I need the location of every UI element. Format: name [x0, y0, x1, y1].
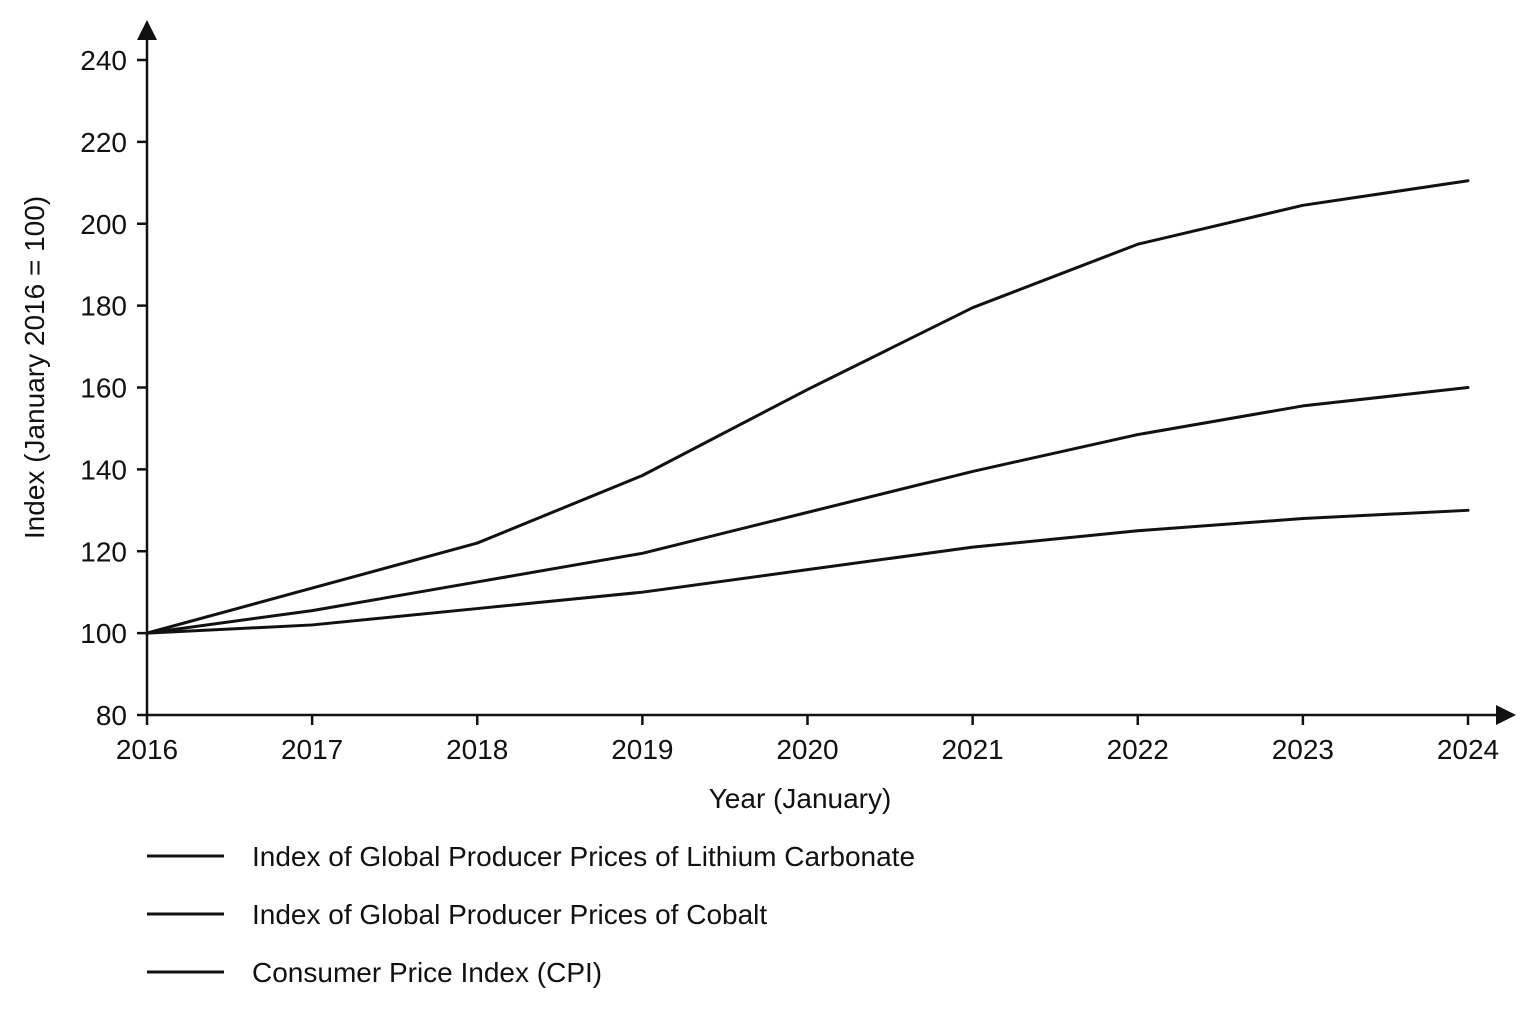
x-axis-ticks: 2016 2017 2018 2019 2020 2021 2022 2023 2024	[116, 715, 1499, 765]
x-tick-label: 2019	[611, 734, 673, 765]
legend-label: Consumer Price Index (CPI)	[252, 957, 602, 988]
x-tick-label: 2023	[1272, 734, 1334, 765]
y-tick-label: 80	[96, 700, 127, 731]
series-lines	[145, 179, 1470, 635]
x-axis-title: Year (January)	[709, 783, 892, 814]
legend-label: Index of Global Producer Prices of Lithi…	[252, 841, 915, 872]
y-tick-label: 100	[80, 618, 127, 649]
y-tick-label: 240	[80, 45, 127, 76]
y-tick-label: 200	[80, 209, 127, 240]
y-tick-label: 220	[80, 127, 127, 158]
series-line-2	[145, 386, 1470, 635]
x-tick-label: 2020	[776, 734, 838, 765]
y-tick-label: 160	[80, 373, 127, 404]
series-line-3	[145, 508, 1470, 635]
x-tick-label: 2018	[446, 734, 508, 765]
legend: Index of Global Producer Prices of Lithi…	[147, 841, 915, 988]
legend-label: Index of Global Producer Prices of Cobal…	[252, 899, 767, 930]
x-tick-label: 2016	[116, 734, 178, 765]
x-tick-label: 2021	[941, 734, 1003, 765]
y-tick-label: 140	[80, 454, 127, 485]
series-line-1	[145, 179, 1470, 635]
x-tick-label: 2024	[1437, 734, 1499, 765]
x-tick-label: 2022	[1107, 734, 1169, 765]
y-axis-title: Index (January 2016 = 100)	[19, 196, 50, 539]
y-tick-label: 120	[80, 536, 127, 567]
x-tick-label: 2017	[281, 734, 343, 765]
y-tick-label: 180	[80, 291, 127, 322]
y-axis-ticks: 80 100 120 140 160 180 200 220 240	[80, 45, 147, 731]
